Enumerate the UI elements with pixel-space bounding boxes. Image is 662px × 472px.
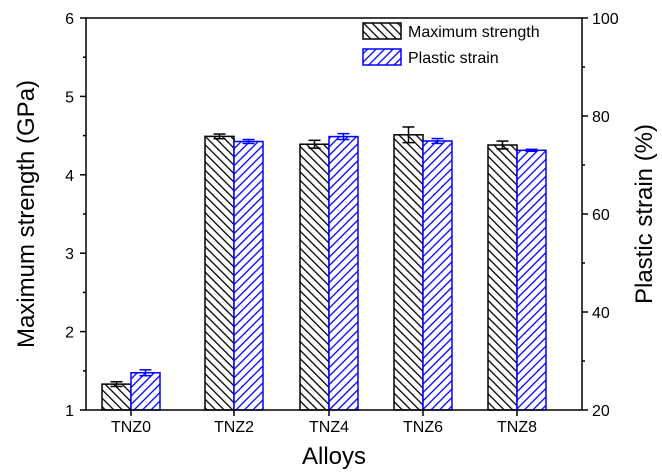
x-tick-label-tnz8: TNZ8: [497, 419, 537, 436]
y-tick-label-left: 3: [65, 246, 74, 263]
error-bar-max-strength-tnz6: [402, 126, 415, 144]
error-bar-plastic-strain-tnz4: [337, 132, 350, 141]
y-tick-label-left: 5: [65, 89, 74, 106]
y-tick-label-right: 100: [592, 11, 619, 28]
y-tick-label-left: 4: [65, 168, 74, 185]
legend-label-plastic-strain: Plastic strain: [408, 50, 499, 67]
error-bar-max-strength-tnz4: [308, 139, 321, 149]
error-bar-plastic-strain-tnz0: [139, 369, 152, 377]
bar-plastic-strain-tnz4: [328, 135, 359, 411]
legend-swatch-maximum-strength: [362, 22, 402, 40]
bar-plastic-strain-tnz6: [422, 140, 453, 411]
legend-swatch-plastic-strain: [362, 48, 402, 66]
error-bar-plastic-strain-tnz8: [525, 148, 538, 153]
bar-max-strength-tnz6: [393, 134, 424, 411]
legend-label-maximum-strength: Maximum strength: [408, 24, 540, 41]
error-bar-plastic-strain-tnz6: [431, 137, 444, 145]
x-tick-label-tnz2: TNZ2: [214, 419, 254, 436]
y-tick-label-left: 1: [65, 403, 74, 420]
x-tick-label-tnz4: TNZ4: [309, 419, 349, 436]
bar-plastic-strain-tnz8: [516, 149, 547, 411]
bar-max-strength-tnz8: [487, 144, 518, 411]
x-axis-title: Alloys: [302, 443, 366, 470]
x-tick-label-tnz0: TNZ0: [111, 419, 151, 436]
y-tick-label-right: 20: [592, 403, 610, 420]
bar-plastic-strain-tnz0: [130, 372, 161, 411]
y-axis-title-right: Plastic strain (%): [631, 124, 658, 304]
error-bar-max-strength-tnz0: [110, 381, 123, 388]
y-tick-label-right: 80: [592, 109, 610, 126]
y-tick-label-left: 6: [65, 11, 74, 28]
bar-plastic-strain-tnz2: [233, 140, 264, 411]
y-tick-label-left: 2: [65, 325, 74, 342]
error-bar-max-strength-tnz2: [213, 133, 226, 140]
x-tick-label-tnz6: TNZ6: [403, 419, 443, 436]
bar-max-strength-tnz2: [204, 135, 235, 411]
error-bar-plastic-strain-tnz2: [242, 138, 255, 145]
bar-max-strength-tnz4: [299, 143, 330, 411]
y-tick-label-right: 40: [592, 305, 610, 322]
error-bar-max-strength-tnz8: [496, 140, 509, 150]
y-tick-label-right: 60: [592, 207, 610, 224]
bar-max-strength-tnz0: [101, 383, 132, 411]
legend: Maximum strength Plastic strain: [362, 22, 540, 67]
y-axis-title-left: Maximum strength (GPa): [13, 80, 40, 348]
